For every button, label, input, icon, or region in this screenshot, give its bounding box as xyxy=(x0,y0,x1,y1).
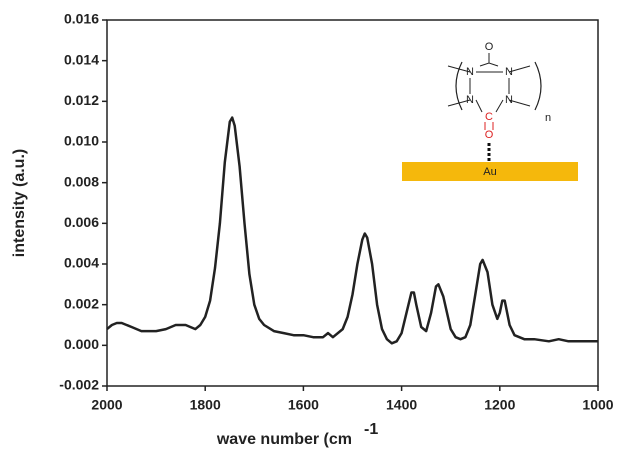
x-tick-label: 1200 xyxy=(484,397,515,413)
repeat-label: n xyxy=(545,112,551,124)
spectrum-line xyxy=(106,116,598,345)
x-tick-label: 1800 xyxy=(190,397,221,413)
atom-label: N xyxy=(505,66,513,78)
surface-label: Au xyxy=(483,166,496,178)
x-tick-label: 1000 xyxy=(582,397,613,413)
gold-surface xyxy=(402,162,578,181)
y-tick-label: 0.010 xyxy=(64,133,99,149)
y-tick-label: 0.012 xyxy=(64,92,99,108)
carbonyl-bond xyxy=(484,122,494,130)
y-tick-label: 0.004 xyxy=(64,255,99,271)
atom-label: C xyxy=(485,111,493,123)
plot-frame xyxy=(106,19,599,387)
atom-label: N xyxy=(466,66,474,78)
x-tick-label: 2000 xyxy=(91,397,122,413)
atom-label: N xyxy=(505,94,513,106)
y-tick-label: -0.002 xyxy=(59,377,99,393)
y-tick-label: 0.006 xyxy=(64,214,99,230)
atom-label: N xyxy=(466,94,474,106)
y-tick-label: 0.000 xyxy=(64,336,99,352)
y-tick-label: 0.014 xyxy=(64,51,99,67)
y-axis-label: intensity (a.u.) xyxy=(11,149,28,257)
repeat-brackets xyxy=(455,61,542,111)
inset: Au O N N N N C O n xyxy=(402,41,578,181)
x-axis-label-superscript: -1 xyxy=(364,421,378,438)
atom-label: O xyxy=(485,41,494,53)
x-tick-label: 1400 xyxy=(386,397,417,413)
atom-label: O xyxy=(485,129,494,141)
y-tick-label: 0.002 xyxy=(64,295,99,311)
x-axis-label: wave number (cm xyxy=(216,431,352,448)
y-tick-label: 0.008 xyxy=(64,173,99,189)
structure-bonds xyxy=(447,53,531,113)
x-tick-label: 1600 xyxy=(288,397,319,413)
y-tick-label: 0.016 xyxy=(64,11,99,27)
